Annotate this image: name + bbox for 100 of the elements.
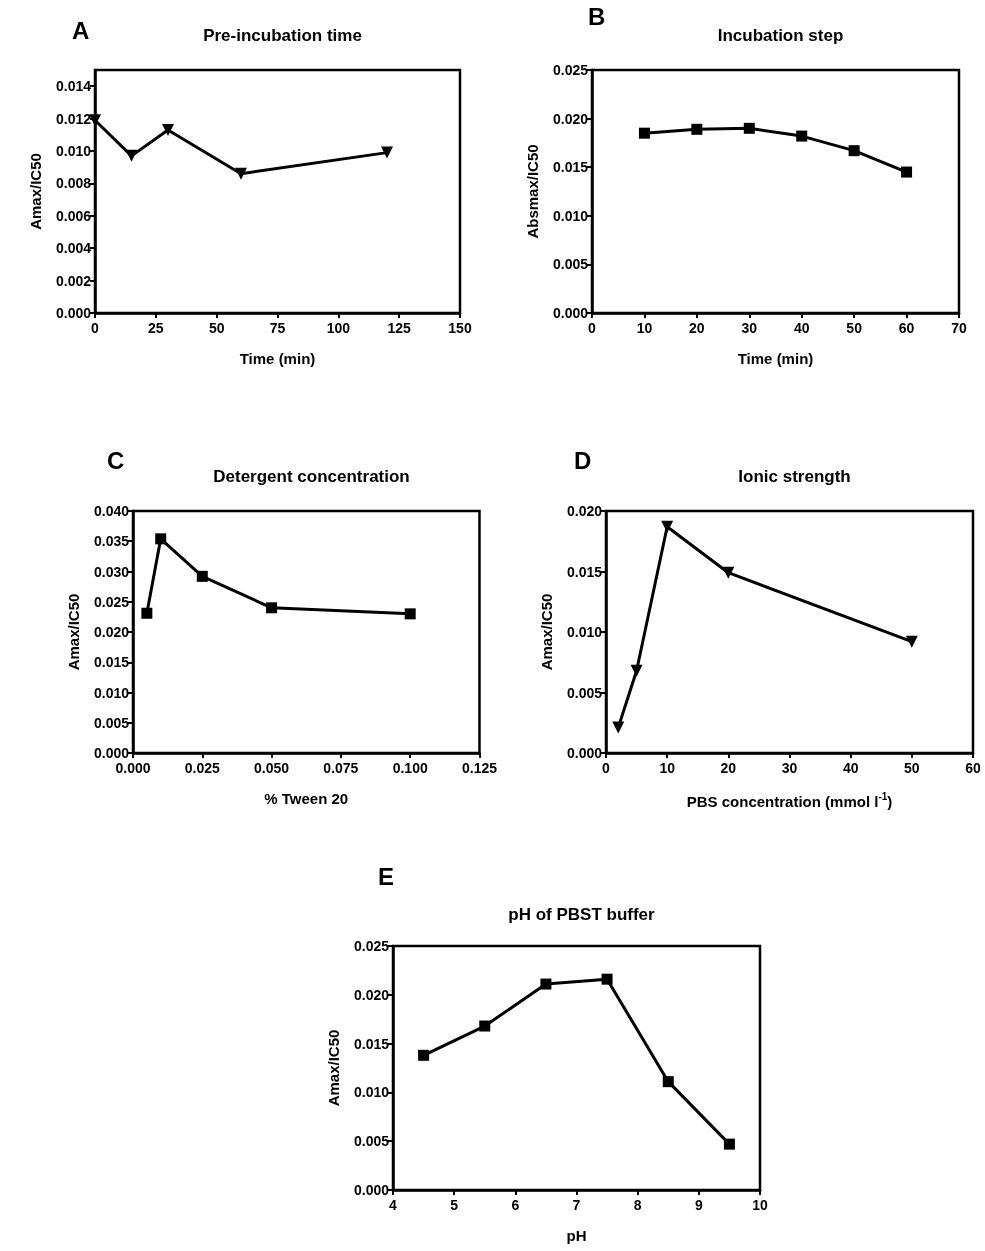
- x-tick-label: 10: [659, 760, 676, 776]
- point: [691, 123, 703, 135]
- point: [601, 973, 613, 985]
- x-tick-label: 7: [572, 1197, 581, 1213]
- x-tick-label: 6: [511, 1197, 520, 1213]
- x-tick-label: 50: [208, 320, 225, 336]
- point: [418, 1049, 430, 1061]
- point: [638, 127, 650, 139]
- text: B: [588, 2, 606, 30]
- x-tick-label: 70: [951, 320, 967, 336]
- x-tick-label: 0: [588, 320, 597, 336]
- point: [141, 607, 153, 619]
- y-tick-label: 0.000: [566, 745, 603, 761]
- y-tick-label: 0.020: [566, 503, 603, 519]
- x-tick-label: 10: [636, 320, 653, 336]
- x-tick-label: 30: [781, 760, 798, 776]
- chart-title: Detergent concentration: [213, 467, 410, 486]
- y-tick-label: 0.015: [353, 1035, 390, 1052]
- text: A: [72, 16, 90, 44]
- x-tick-label: 150: [448, 320, 472, 336]
- y-tick-label: 0.010: [552, 207, 589, 224]
- y-tick-label: 0.004: [55, 240, 92, 257]
- x-tick-label: 75: [269, 320, 286, 336]
- x-tick-label: 0.025: [184, 760, 221, 776]
- point: [743, 122, 755, 134]
- x-axis-title: Time (min): [239, 350, 316, 367]
- x-axis-title: pH: [566, 1227, 587, 1244]
- x-tick-label: 30: [741, 320, 758, 336]
- point: [266, 602, 278, 614]
- point: [235, 167, 247, 180]
- point: [901, 166, 913, 178]
- y-tick-label: 0.020: [552, 110, 589, 127]
- x-tick-label: 9: [694, 1197, 703, 1213]
- point: [479, 1020, 491, 1032]
- x-tick-label: 5: [450, 1197, 459, 1213]
- y-axis-title: Amax/IC50: [27, 153, 44, 230]
- x-tick-label: 25: [148, 320, 164, 336]
- chart-title: Incubation step: [717, 26, 844, 45]
- y-tick-label: 0.008: [55, 175, 92, 192]
- y-tick-label: 0.014: [55, 78, 92, 95]
- y-tick-label: 0.020: [353, 986, 390, 1003]
- y-tick-label: 0.040: [93, 503, 130, 519]
- point: [381, 146, 393, 159]
- x-tick-label: 0: [602, 760, 611, 776]
- text: C: [107, 446, 125, 474]
- point: [540, 978, 552, 990]
- point: [630, 664, 643, 677]
- y-tick-label: 0.006: [55, 207, 92, 224]
- y-tick-label: 0.000: [93, 745, 130, 761]
- point: [723, 1138, 735, 1150]
- x-tick-label: 40: [842, 760, 859, 776]
- x-tick-label: 0: [91, 320, 100, 336]
- y-tick-label: 0.010: [566, 624, 603, 640]
- y-axis-title: Amax/IC50: [65, 593, 82, 671]
- y-tick-label: 0.002: [55, 272, 92, 289]
- x-tick-label: 0.075: [323, 760, 359, 776]
- y-tick-label: 0.005: [353, 1133, 390, 1150]
- y-axis-title: Amax/IC50: [538, 593, 555, 671]
- x-tick-label: 10: [752, 1197, 768, 1213]
- y-tick-label: 0.030: [93, 563, 130, 580]
- y-tick-label: 0.015: [566, 563, 603, 580]
- text: E: [378, 862, 395, 890]
- x-tick-label: 0.000: [115, 760, 151, 776]
- y-axis-title: Amax/IC50: [325, 1029, 342, 1107]
- point: [155, 533, 167, 545]
- y-axis-title: Absmax/IC50: [524, 144, 541, 239]
- x-tick-label: 50: [846, 320, 863, 336]
- point: [162, 123, 174, 136]
- x-tick-label: 60: [965, 760, 981, 776]
- chart-title: Ionic strength: [738, 467, 851, 486]
- y-tick-label: 0.000: [353, 1182, 390, 1198]
- x-axis-title: Time (min): [737, 350, 814, 367]
- chart-title: Pre-incubation time: [203, 26, 362, 45]
- point: [612, 721, 625, 734]
- y-tick-label: 0.015: [93, 654, 130, 671]
- chart-title: pH of PBST buffer: [508, 905, 656, 924]
- x-tick-label: 0.050: [254, 760, 290, 776]
- x-axis-title: % Tween 20: [264, 790, 349, 807]
- x-tick-label: 40: [793, 320, 810, 336]
- y-tick-label: 0.005: [93, 714, 130, 731]
- point: [796, 130, 808, 142]
- x-tick-label: 20: [689, 320, 705, 336]
- x-tick-label: 4: [389, 1197, 398, 1213]
- x-tick-label: 0.100: [392, 760, 428, 776]
- y-tick-label: 0.020: [93, 624, 130, 640]
- y-tick-label: 0.010: [93, 684, 130, 701]
- y-tick-label: 0.012: [55, 110, 92, 127]
- x-tick-label: 8: [633, 1197, 642, 1213]
- y-tick-label: 0.010: [55, 143, 92, 159]
- y-tick-label: 0.010: [353, 1084, 390, 1101]
- y-tick-label: 0.000: [55, 305, 92, 321]
- y-tick-label: 0.035: [93, 533, 130, 550]
- y-tick-label: 0.005: [566, 684, 603, 701]
- x-tick-label: 100: [326, 320, 351, 336]
- x-tick-label: 125: [387, 320, 412, 336]
- y-tick-label: 0.000: [552, 305, 589, 321]
- point: [404, 608, 416, 620]
- x-tick-label: 0.125: [461, 760, 498, 776]
- y-tick-label: 0.025: [353, 938, 390, 954]
- y-tick-label: 0.005: [552, 256, 589, 273]
